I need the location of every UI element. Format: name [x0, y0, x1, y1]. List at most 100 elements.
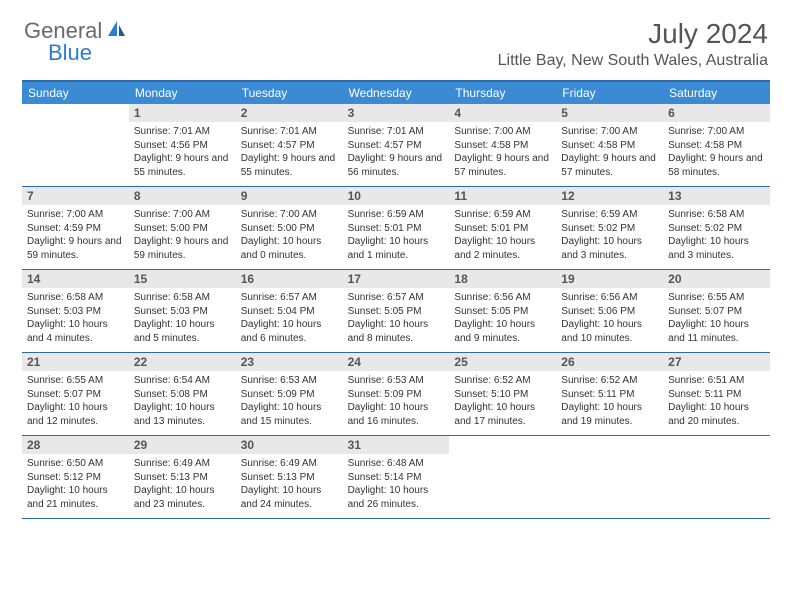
sunset-text: Sunset: 5:04 PM: [241, 305, 338, 319]
day-number: 26: [556, 353, 663, 371]
day-cell: 15Sunrise: 6:58 AMSunset: 5:03 PMDayligh…: [129, 270, 236, 352]
day-details: Sunrise: 6:53 AMSunset: 5:09 PMDaylight:…: [343, 371, 450, 432]
day-number: 16: [236, 270, 343, 288]
sunrise-text: Sunrise: 6:58 AM: [668, 208, 765, 222]
sunrise-text: Sunrise: 7:00 AM: [668, 125, 765, 139]
daylight-text: Daylight: 9 hours and 55 minutes.: [134, 152, 231, 179]
sunset-text: Sunset: 4:57 PM: [241, 139, 338, 153]
week-row: 1Sunrise: 7:01 AMSunset: 4:56 PMDaylight…: [22, 104, 770, 187]
day-cell: 13Sunrise: 6:58 AMSunset: 5:02 PMDayligh…: [663, 187, 770, 269]
sunset-text: Sunset: 5:00 PM: [134, 222, 231, 236]
sunrise-text: Sunrise: 6:52 AM: [561, 374, 658, 388]
sunrise-text: Sunrise: 6:49 AM: [241, 457, 338, 471]
sunrise-text: Sunrise: 6:56 AM: [454, 291, 551, 305]
daylight-text: Daylight: 9 hours and 59 minutes.: [27, 235, 124, 262]
sunset-text: Sunset: 5:05 PM: [348, 305, 445, 319]
sunset-text: Sunset: 5:03 PM: [27, 305, 124, 319]
day-number: 15: [129, 270, 236, 288]
day-cell: 8 Sunrise: 7:00 AMSunset: 5:00 PMDaylight…: [129, 187, 236, 269]
daylight-text: Daylight: 10 hours and 16 minutes.: [348, 401, 445, 428]
day-details: Sunrise: 6:54 AMSunset: 5:08 PMDaylight:…: [129, 371, 236, 432]
day-number: 24: [343, 353, 450, 371]
day-number: 4: [449, 104, 556, 122]
day-cell: [663, 436, 770, 518]
day-cell: 25Sunrise: 6:52 AMSunset: 5:10 PMDayligh…: [449, 353, 556, 435]
sunset-text: Sunset: 5:11 PM: [561, 388, 658, 402]
sunset-text: Sunset: 4:58 PM: [668, 139, 765, 153]
daylight-text: Daylight: 10 hours and 4 minutes.: [27, 318, 124, 345]
sunset-text: Sunset: 5:09 PM: [241, 388, 338, 402]
daylight-text: Daylight: 10 hours and 23 minutes.: [134, 484, 231, 511]
day-details: Sunrise: 6:55 AMSunset: 5:07 PMDaylight:…: [663, 288, 770, 349]
sunset-text: Sunset: 5:02 PM: [668, 222, 765, 236]
weekday-header: Tuesday: [236, 82, 343, 104]
daylight-text: Daylight: 9 hours and 59 minutes.: [134, 235, 231, 262]
sunset-text: Sunset: 5:14 PM: [348, 471, 445, 485]
sunset-text: Sunset: 5:06 PM: [561, 305, 658, 319]
day-number: 23: [236, 353, 343, 371]
day-cell: 22Sunrise: 6:54 AMSunset: 5:08 PMDayligh…: [129, 353, 236, 435]
day-number: 19: [556, 270, 663, 288]
daylight-text: Daylight: 10 hours and 0 minutes.: [241, 235, 338, 262]
day-cell: 24Sunrise: 6:53 AMSunset: 5:09 PMDayligh…: [343, 353, 450, 435]
day-number: 27: [663, 353, 770, 371]
day-cell: 30Sunrise: 6:49 AMSunset: 5:13 PMDayligh…: [236, 436, 343, 518]
sunrise-text: Sunrise: 6:51 AM: [668, 374, 765, 388]
daylight-text: Daylight: 10 hours and 24 minutes.: [241, 484, 338, 511]
sunrise-text: Sunrise: 6:56 AM: [561, 291, 658, 305]
sunrise-text: Sunrise: 7:00 AM: [134, 208, 231, 222]
day-details: Sunrise: 7:00 AMSunset: 5:00 PMDaylight:…: [236, 205, 343, 266]
day-details: Sunrise: 6:59 AMSunset: 5:01 PMDaylight:…: [343, 205, 450, 266]
weekday-header: Wednesday: [343, 82, 450, 104]
header: General Blue July 2024 Little Bay, New S…: [0, 0, 792, 74]
day-details: Sunrise: 6:57 AMSunset: 5:05 PMDaylight:…: [343, 288, 450, 349]
week-row: 7Sunrise: 7:00 AMSunset: 4:59 PMDaylight…: [22, 187, 770, 270]
day-number: 3: [343, 104, 450, 122]
day-cell: 20Sunrise: 6:55 AMSunset: 5:07 PMDayligh…: [663, 270, 770, 352]
week-row: 14Sunrise: 6:58 AMSunset: 5:03 PMDayligh…: [22, 270, 770, 353]
daylight-text: Daylight: 10 hours and 26 minutes.: [348, 484, 445, 511]
sunrise-text: Sunrise: 6:50 AM: [27, 457, 124, 471]
day-details: Sunrise: 6:58 AMSunset: 5:03 PMDaylight:…: [129, 288, 236, 349]
daylight-text: Daylight: 10 hours and 9 minutes.: [454, 318, 551, 345]
day-details: Sunrise: 6:57 AMSunset: 5:04 PMDaylight:…: [236, 288, 343, 349]
sunset-text: Sunset: 5:13 PM: [241, 471, 338, 485]
day-number: 14: [22, 270, 129, 288]
sunset-text: Sunset: 5:08 PM: [134, 388, 231, 402]
day-cell: 29Sunrise: 6:49 AMSunset: 5:13 PMDayligh…: [129, 436, 236, 518]
week-row: 28Sunrise: 6:50 AMSunset: 5:12 PMDayligh…: [22, 436, 770, 519]
location-text: Little Bay, New South Wales, Australia: [498, 52, 768, 70]
sunrise-text: Sunrise: 6:58 AM: [134, 291, 231, 305]
day-number: 25: [449, 353, 556, 371]
day-cell: 1Sunrise: 7:01 AMSunset: 4:56 PMDaylight…: [129, 104, 236, 186]
daylight-text: Daylight: 9 hours and 58 minutes.: [668, 152, 765, 179]
sunrise-text: Sunrise: 7:00 AM: [241, 208, 338, 222]
day-number: 1: [129, 104, 236, 122]
day-cell: 11Sunrise: 6:59 AMSunset: 5:01 PMDayligh…: [449, 187, 556, 269]
sunset-text: Sunset: 4:56 PM: [134, 139, 231, 153]
daylight-text: Daylight: 9 hours and 57 minutes.: [454, 152, 551, 179]
day-cell: [449, 436, 556, 518]
day-details: Sunrise: 6:53 AMSunset: 5:09 PMDaylight:…: [236, 371, 343, 432]
day-cell: 21Sunrise: 6:55 AMSunset: 5:07 PMDayligh…: [22, 353, 129, 435]
day-cell: 18Sunrise: 6:56 AMSunset: 5:05 PMDayligh…: [449, 270, 556, 352]
sunset-text: Sunset: 5:00 PM: [241, 222, 338, 236]
sunset-text: Sunset: 5:01 PM: [348, 222, 445, 236]
daylight-text: Daylight: 10 hours and 19 minutes.: [561, 401, 658, 428]
day-cell: 6Sunrise: 7:00 AMSunset: 4:58 PMDaylight…: [663, 104, 770, 186]
day-number: 29: [129, 436, 236, 454]
day-number: [663, 436, 770, 440]
week-row: 21Sunrise: 6:55 AMSunset: 5:07 PMDayligh…: [22, 353, 770, 436]
day-number: 11: [449, 187, 556, 205]
logo-sail-icon: [106, 19, 128, 44]
sunrise-text: Sunrise: 6:57 AM: [241, 291, 338, 305]
sunset-text: Sunset: 5:11 PM: [668, 388, 765, 402]
page-title: July 2024: [498, 18, 768, 50]
day-cell: 19Sunrise: 6:56 AMSunset: 5:06 PMDayligh…: [556, 270, 663, 352]
daylight-text: Daylight: 9 hours and 57 minutes.: [561, 152, 658, 179]
day-cell: 28Sunrise: 6:50 AMSunset: 5:12 PMDayligh…: [22, 436, 129, 518]
day-details: Sunrise: 6:56 AMSunset: 5:06 PMDaylight:…: [556, 288, 663, 349]
day-number: 10: [343, 187, 450, 205]
day-number: 8: [129, 187, 236, 205]
day-number: 12: [556, 187, 663, 205]
